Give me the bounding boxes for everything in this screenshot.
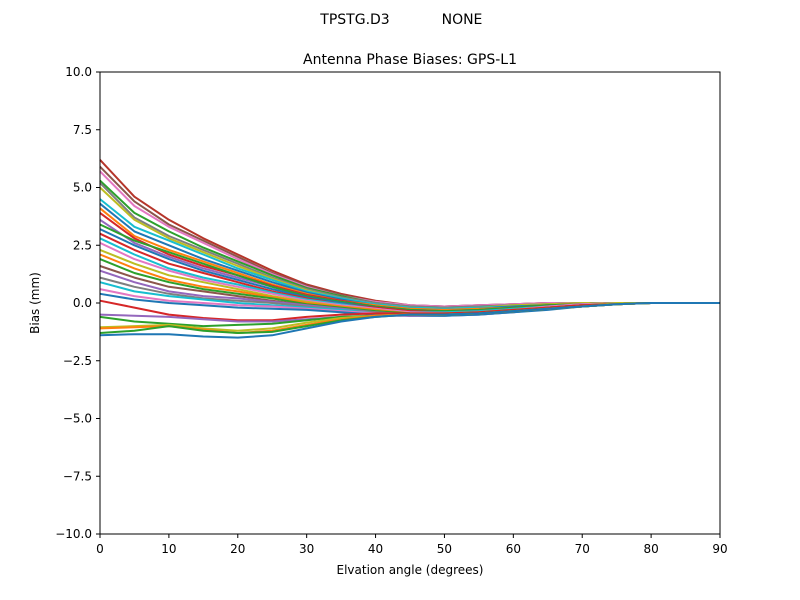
y-tick-label: 2.5 (73, 238, 92, 252)
x-tick-label: 40 (368, 542, 383, 556)
suptitle-antenna: TPSTG.D3 (319, 12, 389, 28)
suptitle-radome: NONE (442, 12, 483, 28)
y-tick-label: 10.0 (65, 65, 92, 79)
y-tick-label: −5.0 (63, 412, 92, 426)
y-axis-ticks: −10.0 −7.5 −5.0 −2.5 0.0 2.5 5.0 7.5 10.0 (55, 65, 100, 541)
chart-title: Antenna Phase Biases: GPS-L1 (303, 52, 517, 68)
y-axis-label: Bias (mm) (28, 272, 42, 334)
x-tick-label: 70 (575, 542, 590, 556)
x-tick-label: 10 (161, 542, 176, 556)
y-tick-label: −10.0 (55, 527, 92, 541)
x-tick-label: 80 (643, 542, 658, 556)
x-tick-label: 20 (230, 542, 245, 556)
x-axis-ticks: 0 10 20 30 40 50 60 70 80 90 (96, 534, 728, 556)
x-tick-label: 60 (506, 542, 521, 556)
x-tick-label: 50 (437, 542, 452, 556)
y-tick-label: 7.5 (73, 123, 92, 137)
series-lines (99, 159, 720, 339)
x-tick-label: 0 (96, 542, 104, 556)
x-axis-label: Elvation angle (degrees) (337, 563, 484, 577)
x-tick-label: 90 (712, 542, 727, 556)
y-tick-label: 0.0 (73, 296, 92, 310)
y-tick-label: 5.0 (73, 181, 92, 195)
y-tick-label: −2.5 (63, 354, 92, 368)
x-tick-label: 30 (299, 542, 314, 556)
y-tick-label: −7.5 (63, 469, 92, 483)
series-line-31 (99, 302, 720, 339)
